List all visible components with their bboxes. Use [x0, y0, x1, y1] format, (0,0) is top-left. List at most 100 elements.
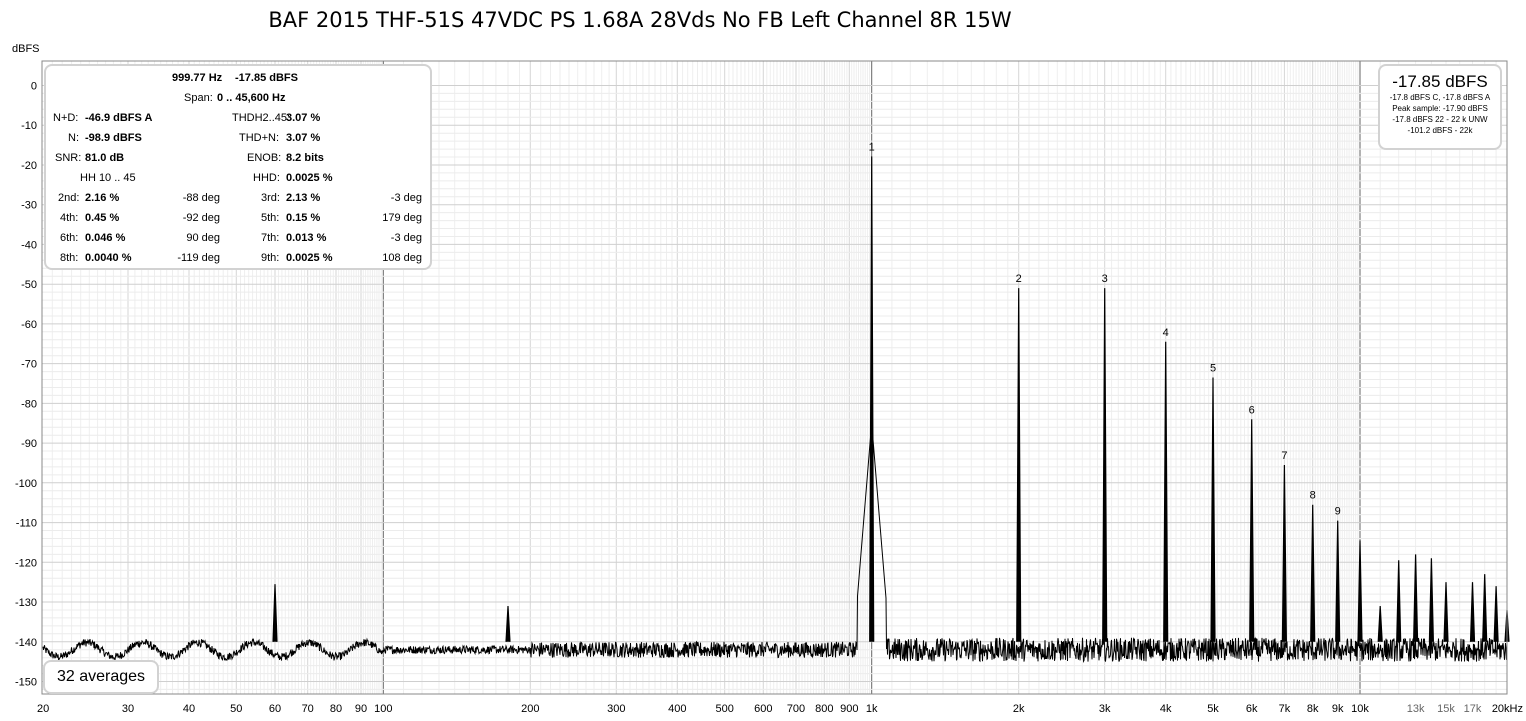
x-tick-label: 1k: [866, 703, 878, 715]
x-tick-label: 300: [607, 703, 625, 715]
harmonic-label: 3rd:: [261, 192, 280, 204]
x-tick-label: 70: [302, 703, 314, 715]
x-tick-label: 7k: [1279, 703, 1291, 715]
x-tick-label: 4k: [1160, 703, 1172, 715]
harmonic-label: 6: [1249, 404, 1255, 416]
spectral-peak: [1377, 605, 1383, 642]
x-tick-label: 9k: [1332, 703, 1344, 715]
harmonic-phase: 90 deg: [186, 232, 220, 244]
harmonic-value: 2.13 %: [286, 192, 321, 204]
x-tick-label: 5k: [1207, 703, 1219, 715]
harmonic-label: 2nd:: [58, 192, 80, 204]
spectral-peak: [272, 584, 278, 642]
y-tick-label: -110: [16, 518, 37, 530]
harmonic-value: 0.013 %: [286, 232, 327, 244]
thdn-value: 3.07 %: [286, 132, 321, 144]
spectral-peak: [1335, 520, 1341, 642]
nd-value: -46.9 dBFS A: [85, 112, 153, 124]
plot-frame: [41, 60, 1508, 695]
y-tick-label: -130: [15, 597, 37, 609]
y-tick-label: -30: [21, 200, 37, 212]
harmonic-phase: 108 deg: [382, 252, 422, 264]
x-tick-label: 10k: [1351, 703, 1369, 715]
spectral-peak: [1482, 574, 1488, 642]
peak-line: -17.8 dBFS C, -17.8 dBFS A: [1389, 93, 1491, 102]
peak-line: -17.8 dBFS 22 - 22 k UNW: [1392, 115, 1488, 124]
chart-title: BAF 2015 THF-51S 47VDC PS 1.68A 28Vds No…: [268, 8, 1012, 32]
spectral-peak: [1310, 504, 1316, 642]
y-tick-label: -70: [21, 359, 37, 371]
enob-value: 8.2 bits: [286, 152, 324, 164]
y-tick-label: -50: [21, 279, 37, 291]
x-tick-label: 13k: [1407, 703, 1425, 715]
spectral-peak: [1493, 586, 1499, 642]
x-tick-label: 400: [668, 703, 686, 715]
x-tick-label: 15k: [1437, 703, 1455, 715]
harmonic-label: 5: [1210, 363, 1216, 375]
n-value: -98.9 dBFS: [85, 132, 142, 144]
axis-ticks: 0 -10 -20 -30 -40 -50 -60 -70 -80 -90 -100 -110 -120…: [15, 81, 1523, 716]
spectral-peak: [1163, 341, 1169, 642]
x-tick-label: 8k: [1307, 703, 1319, 715]
harmonic-label: 7th:: [261, 232, 280, 244]
harmonic-value: 0.046 %: [85, 232, 126, 244]
harmonic-label: 1: [869, 141, 875, 153]
y-tick-label: -90: [21, 438, 37, 450]
peak-readout-panel: -17.85 dBFS -17.8 dBFS C, -17.8 dBFS A P…: [1378, 64, 1502, 150]
y-tick-label: -40: [21, 239, 37, 251]
hhd-value: 0.0025 %: [286, 172, 333, 184]
y-tick-label: 0: [31, 81, 37, 93]
x-tick-label: 90: [355, 703, 367, 715]
enob-label: ENOB:: [247, 152, 282, 164]
peak-level: -17.85 dBFS: [1392, 72, 1488, 91]
peak-line: -101.2 dBFS - 22k: [1407, 126, 1473, 135]
x-tick-label: 500: [716, 703, 734, 715]
harmonic-label: 7: [1281, 450, 1287, 462]
span-label: Span:: [184, 92, 213, 104]
snr-label: SNR:: [55, 152, 82, 164]
y-tick-label: -100: [15, 478, 37, 490]
spectral-peak: [1016, 288, 1022, 642]
x-tick-label: 100: [374, 703, 392, 715]
harmonic-value: 0.0025 %: [286, 252, 333, 264]
fundamental-freq: 999.77 Hz: [172, 72, 223, 84]
harmonic-label: 9th:: [261, 252, 280, 264]
peak-line: Peak sample: -17.90 dBFS: [1392, 104, 1488, 113]
x-tick-label: 80: [330, 703, 342, 715]
hhd-label: HHD:: [253, 172, 280, 184]
snr-value: 81.0 dB: [85, 152, 125, 164]
thd-value: 3.07 %: [286, 112, 321, 124]
nd-label: N+D:: [53, 112, 79, 124]
harmonic-value: 0.45 %: [85, 212, 120, 224]
averages-badge: 32 averages: [43, 660, 159, 694]
spectral-peak: [1357, 540, 1363, 642]
x-tick-label: 900: [840, 703, 858, 715]
x-tick-label: 20: [37, 703, 49, 715]
fundamental-level: -17.85 dBFS: [235, 72, 298, 84]
y-tick-label: -60: [21, 319, 37, 331]
x-tick-label: 800: [815, 703, 833, 715]
thdn-label: THD+N:: [239, 132, 280, 144]
harmonic-label: 4: [1163, 327, 1169, 339]
harmonic-label: 2: [1016, 273, 1022, 285]
spectral-peak: [1428, 558, 1434, 642]
harmonic-value: 0.0040 %: [85, 252, 132, 264]
harmonic-label: 8th:: [60, 252, 79, 264]
y-tick-label: -20: [21, 160, 37, 172]
spectral-peak: [1469, 582, 1476, 642]
harmonic-phase: -92 deg: [182, 212, 220, 224]
y-tick-label: -120: [15, 557, 37, 569]
x-tick-label: 700: [787, 703, 805, 715]
harmonic-value: 2.16 %: [85, 192, 120, 204]
noise-floor-trace: [42, 425, 1507, 663]
x-tick-label: 30: [122, 703, 134, 715]
n-label: N:: [68, 132, 79, 144]
x-tick-label: 6k: [1246, 703, 1258, 715]
spectral-peak: [869, 156, 875, 642]
harmonic-label: 4th:: [60, 212, 79, 224]
y-tick-label: -140: [15, 637, 37, 649]
x-tick-label: 20kHz: [1492, 703, 1523, 715]
grid: [41, 61, 1508, 694]
spectral-peak: [1443, 582, 1449, 642]
spectral-peak: [505, 605, 511, 642]
